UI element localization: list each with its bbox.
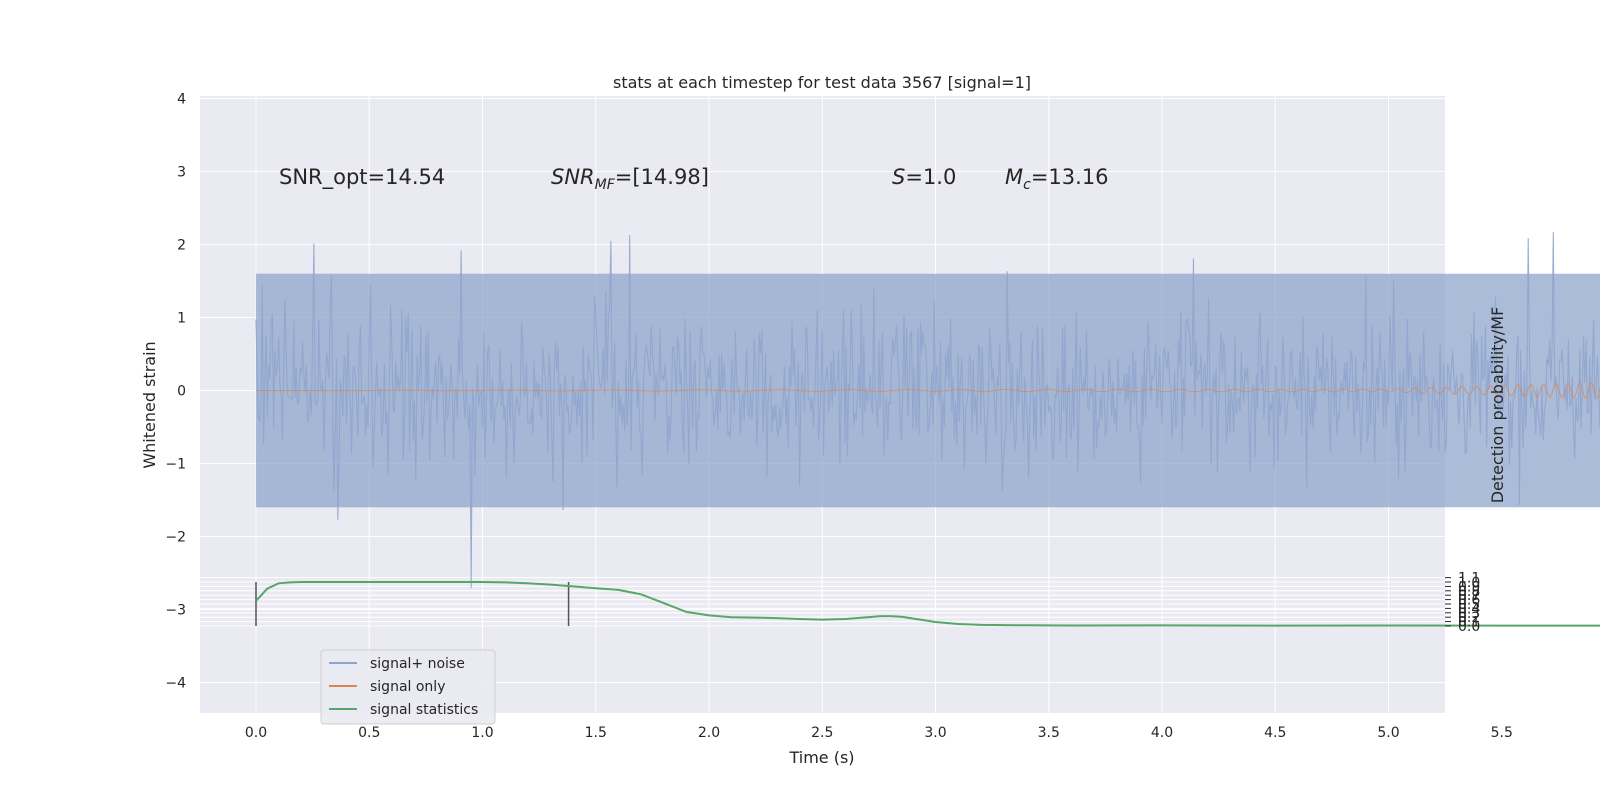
mc-symbol: M — [1005, 165, 1023, 189]
y2-tick-label: 0.7 — [1458, 588, 1480, 604]
legend-label-noise: signal+ noise — [370, 656, 465, 672]
y2-tick-label: 0.9 — [1458, 579, 1480, 595]
annotation-mc: Mc=13.16 — [1005, 165, 1109, 193]
y2-tick-label: 0.1 — [1458, 615, 1480, 631]
x-tick-label: 5.5 — [1491, 725, 1513, 741]
signal-only-series — [256, 382, 1600, 400]
y-tick-label: 4 — [177, 92, 186, 108]
annotation-snr-opt: SNR_opt=14.54 — [279, 165, 445, 190]
legend: signal+ noise signal only signal statist… — [320, 649, 496, 725]
snr-mf-value: =[14.98] — [615, 165, 709, 189]
noise-line — [255, 232, 1600, 588]
y-axis-ticks: 4 3 2 1 0 −1 −2 −3 −4 — [165, 92, 186, 692]
x-tick-label: 1.5 — [585, 725, 607, 741]
y2-tick-label: 1.1 — [1458, 571, 1480, 587]
s-symbol: S — [892, 165, 905, 189]
y-tick-label: −2 — [165, 530, 186, 546]
x-axis-ticks: 0.00.51.01.52.02.53.03.54.04.55.05.56.06… — [245, 725, 1513, 741]
snr-mf-base: SNR — [551, 165, 595, 189]
x-tick-label: 4.5 — [1264, 725, 1286, 741]
y2-tick-label: 0.8 — [1458, 584, 1480, 600]
mc-sub: c — [1023, 177, 1031, 193]
x-tick-label: 5.0 — [1377, 725, 1399, 741]
y-tick-label: −3 — [165, 603, 186, 619]
mc-value: =13.16 — [1031, 165, 1109, 189]
signal-line — [256, 382, 1600, 400]
y2-tick-label: 0.2 — [1458, 610, 1480, 626]
y2-tick-label: 0.0 — [1458, 619, 1480, 635]
snr-mf-sub: MF — [595, 177, 616, 193]
legend-label-statistics: signal statistics — [370, 702, 478, 718]
legend-label-signal: signal only — [370, 679, 445, 695]
y2-tick-label: 0.3 — [1458, 606, 1480, 622]
y-tick-label: 2 — [177, 238, 186, 254]
s-value: =1.0 — [905, 165, 956, 189]
y-tick-label: −1 — [165, 457, 186, 473]
legend-box — [320, 649, 496, 725]
chart-title: stats at each timestep for test data 356… — [613, 73, 1031, 92]
annotation-s: S=1.0 — [892, 165, 956, 189]
y2-tick-label: 0.6 — [1458, 593, 1480, 609]
y-axis-label: Whitened strain — [140, 341, 159, 468]
statistics-line — [255, 581, 1600, 627]
y-tick-label: 0 — [177, 384, 186, 400]
y2-axis-label: Detection probability/MF — [1488, 307, 1507, 504]
x-tick-label: 2.5 — [811, 725, 833, 741]
x-tick-label: 1.0 — [471, 725, 493, 741]
x-tick-label: 3.5 — [1038, 725, 1060, 741]
y2-axis-ticks: 1.11.00.90.80.70.60.50.40.30.20.10.0 — [1445, 571, 1480, 635]
annotation-snr-mf: SNRMF=[14.98] — [551, 165, 709, 193]
y-tick-label: 3 — [177, 165, 186, 181]
y-tick-label: −4 — [165, 676, 186, 692]
y2-tick-label: 0.4 — [1458, 601, 1480, 617]
y2-tick-label: 1.0 — [1458, 575, 1480, 591]
signal-statistics-series — [255, 581, 1600, 627]
y-tick-label: 1 — [177, 311, 186, 327]
y2-tick-label: 0.5 — [1458, 597, 1480, 613]
x-tick-label: 4.0 — [1151, 725, 1173, 741]
x-tick-label: 2.0 — [698, 725, 720, 741]
x-axis-label: Time (s) — [788, 748, 854, 767]
vertical-markers — [255, 582, 570, 626]
x-tick-label: 3.0 — [924, 725, 946, 741]
x-tick-label: 0.5 — [358, 725, 380, 741]
x-tick-label: 0.0 — [245, 725, 267, 741]
